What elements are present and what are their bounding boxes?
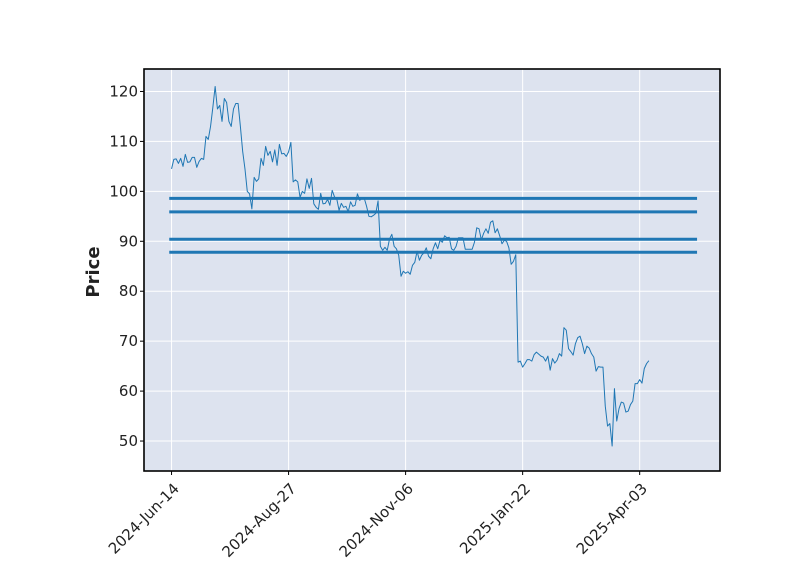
grid-lines (144, 69, 720, 471)
price-series (171, 85, 650, 447)
y-axis-ticks: 50 60 70 80 90 100 110 120 (109, 82, 144, 450)
horizontal-lines (169, 196, 698, 254)
x-tick-label: 2024-Nov-06 (336, 480, 417, 561)
y-tick-label: 100 (109, 182, 138, 200)
x-tick-label: 2024-Jun-14 (105, 480, 183, 558)
y-tick-label: 70 (119, 332, 138, 350)
y-tick-label: 60 (119, 382, 138, 400)
y-axis-label: Price (83, 246, 104, 297)
x-axis-ticks: 2024-Jun-14 2024-Aug-27 2024-Nov-06 2025-Ja… (105, 471, 651, 561)
y-tick-label: 120 (109, 82, 138, 100)
price-line (171, 85, 650, 447)
y-tick-label: 80 (119, 282, 138, 300)
plot-frame (143, 68, 721, 472)
y-tick-label: 90 (119, 232, 138, 250)
y-tick-label: 110 (109, 132, 138, 150)
x-tick-label: 2024-Aug-27 (219, 480, 300, 561)
plot-background (144, 69, 720, 471)
x-tick-label: 2025-Jan-22 (456, 480, 534, 558)
x-tick-label: 2025-Apr-03 (573, 480, 651, 558)
y-tick-label: 50 (119, 432, 138, 450)
